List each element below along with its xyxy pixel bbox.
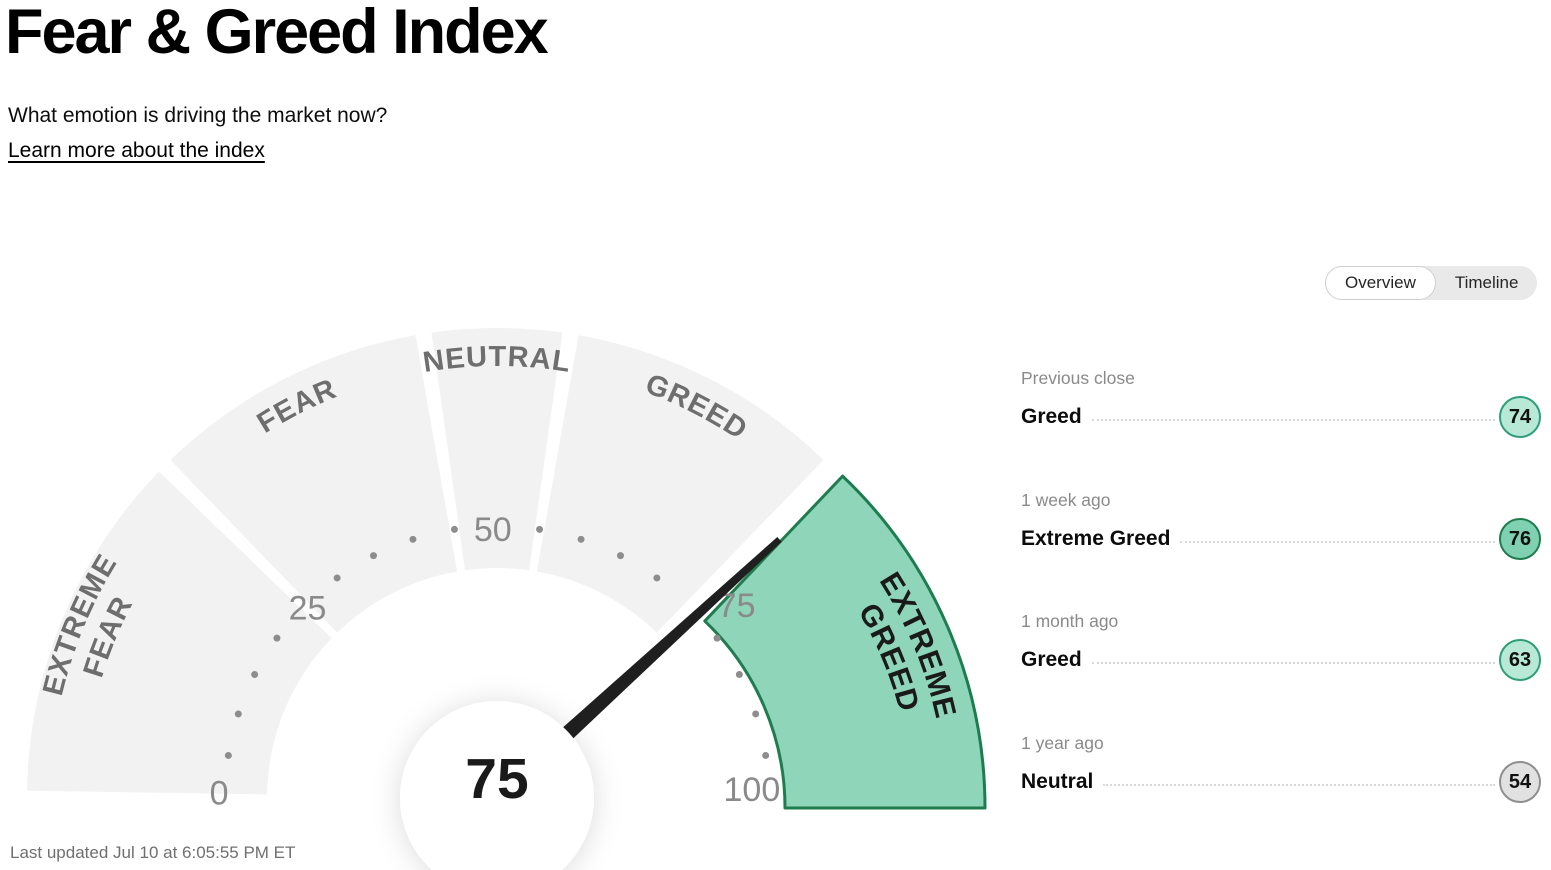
- gauge-tick-dot: [616, 552, 624, 560]
- gauge-segment-extreme-greed: [703, 474, 987, 810]
- gauge-tick-dot: [762, 751, 770, 759]
- gauge-segment-greed: [536, 335, 824, 633]
- gauge-tick-label: 0: [210, 775, 229, 813]
- gauge-tick-dot: [653, 574, 661, 582]
- fear-greed-gauge: EXTREMEFEARFEARNEUTRALGREEDEXTREMEGREED0…: [27, 328, 987, 870]
- page-title: Fear & Greed Index: [5, 0, 549, 67]
- view-toggle: Overview Timeline: [1325, 266, 1538, 300]
- history-row: 1 year ago Neutral 54: [1021, 733, 1541, 803]
- gauge-segment-neutral: [431, 328, 563, 571]
- history-value-badge: 74: [1499, 396, 1541, 438]
- gauge-tick-dot: [752, 710, 760, 718]
- history-row: 1 month ago Greed 63: [1021, 611, 1541, 681]
- gauge-tick-dot: [234, 710, 242, 718]
- tab-overview[interactable]: Overview: [1325, 266, 1436, 300]
- gauge-segment-extreme-fear: [27, 471, 332, 795]
- gauge-tick-dot: [450, 525, 458, 533]
- dotted-leader: [1091, 661, 1495, 664]
- history-zone-label: Greed: [1021, 405, 1082, 428]
- history-period: 1 year ago: [1021, 733, 1104, 753]
- history-value-badge: 76: [1499, 518, 1541, 560]
- gauge-tick-dot: [409, 535, 417, 543]
- history-period: 1 month ago: [1021, 611, 1119, 631]
- gauge-segment-fear: [170, 335, 458, 633]
- history-row: Previous close Greed 74: [1021, 368, 1541, 438]
- gauge-tick-dot: [735, 671, 743, 679]
- learn-more-link[interactable]: Learn more about the index: [8, 139, 265, 162]
- history-period: Previous close: [1021, 368, 1135, 388]
- tab-timeline[interactable]: Timeline: [1436, 266, 1538, 300]
- dotted-leader: [1180, 540, 1495, 543]
- gauge-tick-label: 100: [724, 771, 781, 809]
- gauge-tick-dot: [273, 634, 281, 642]
- history-zone-label: Neutral: [1021, 770, 1094, 793]
- page-subtitle: What emotion is driving the market now?: [8, 104, 388, 127]
- gauge-tick-dot: [251, 671, 259, 679]
- history-value-badge: 54: [1499, 761, 1541, 803]
- gauge-container: EXTREME FEAR FEAR NEUTRAL GREED EXTREME GREED 0…: [0, 312, 990, 870]
- history-zone-label: Extreme Greed: [1021, 527, 1171, 550]
- gauge-tick-dot: [577, 535, 585, 543]
- dotted-leader: [1103, 783, 1495, 786]
- history-period: 1 week ago: [1021, 490, 1111, 510]
- history-row: 1 week ago Extreme Greed 76: [1021, 490, 1541, 560]
- gauge-tick-dot: [224, 751, 232, 759]
- gauge-tick-label: 25: [289, 589, 327, 627]
- gauge-tick-dot: [370, 552, 378, 560]
- history-zone-label: Greed: [1021, 648, 1082, 671]
- gauge-tick-dot: [713, 634, 721, 642]
- gauge-segment-label: NEUTRAL: [421, 341, 573, 379]
- last-updated-text: Last updated Jul 10 at 6:05:55 PM ET: [10, 843, 296, 862]
- history-value-badge: 63: [1499, 639, 1541, 681]
- gauge-value: 75: [465, 747, 528, 811]
- gauge-tick-dot: [536, 525, 544, 533]
- gauge-tick-label: 50: [474, 511, 512, 549]
- gauge-tick-dot: [333, 574, 341, 582]
- dotted-leader: [1091, 418, 1495, 421]
- gauge-hub: [400, 701, 594, 870]
